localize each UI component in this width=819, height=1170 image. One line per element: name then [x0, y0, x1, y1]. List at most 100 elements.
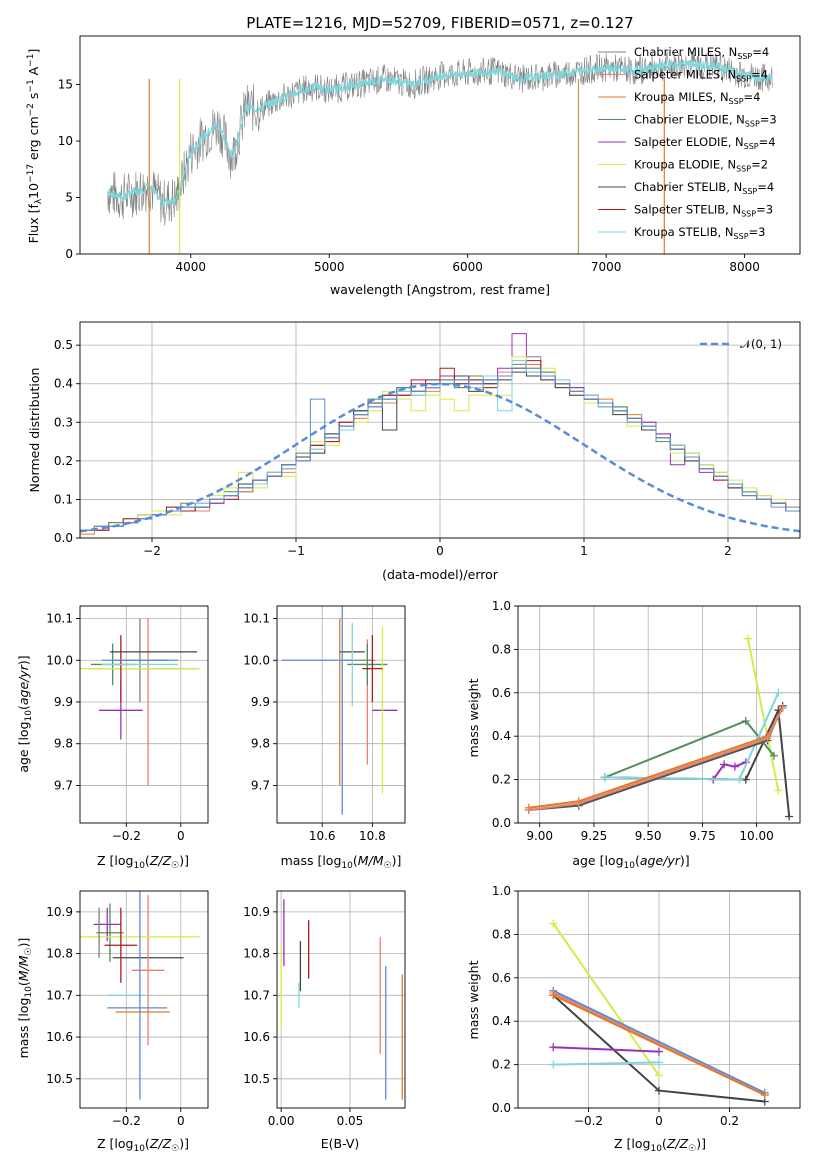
- massweight-age-xlabel: age [log10(age/yr)]: [572, 853, 689, 871]
- mass-Z-ylabel: mass [log10(M/M☉)]: [16, 938, 34, 1059]
- svg-text:age [log10(age/yr)]: age [log10(age/yr)]: [572, 853, 689, 871]
- x-tick-label: 4000: [175, 260, 206, 274]
- weight-marker: [600, 773, 609, 782]
- weight-marker: [763, 734, 772, 743]
- weight-line: [552, 994, 766, 1096]
- spectrum-xlabel: wavelength [Angstrom, rest frame]: [330, 282, 550, 297]
- svg-text:Z [log10(Z/Z☉)]: Z [log10(Z/Z☉)]: [97, 1136, 189, 1154]
- weight-marker: [524, 805, 533, 814]
- panel-massweight-vs-Z: −0.2 0 0.2 0.0 0.2 0.4 0.6 0.8 1.0: [492, 884, 801, 1128]
- svg-text:Flux [fλ10−17 erg cm−2 s−1 A−1: Flux [fλ10−17 erg cm−2 s−1 A−1]: [26, 49, 44, 244]
- residuals-xlabel: (data-model)/error: [382, 567, 499, 582]
- y-tick-label: 10.9: [46, 905, 73, 919]
- weight-marker: [655, 1047, 663, 1056]
- y-tick-label: 1.0: [492, 884, 511, 898]
- legend-item: Salpeter MILES, NSSP=4: [598, 68, 768, 84]
- y-tick-label: 10.8: [243, 947, 270, 961]
- weight-marker: [774, 688, 783, 697]
- weight-marker: [760, 1090, 769, 1099]
- weight-marker: [655, 1086, 663, 1095]
- plot-layer: Chabrier MILES, NSSP=4 Salpeter MILES, NS…: [46, 35, 801, 1128]
- errorbar-point: [93, 907, 121, 942]
- weight-marker: [769, 751, 778, 760]
- panel-massweight-vs-age: 9.00 9.25 9.50 9.75 10.00 0.0 0.2 0.4 0.6 0.8 1.0: [492, 599, 801, 843]
- legend-label: Kroupa MILES, NSSP=4: [634, 90, 760, 106]
- weight-marker: [549, 991, 558, 1000]
- x-tick-label: 10.8: [359, 829, 386, 843]
- normal-curve: [80, 382, 800, 533]
- y-tick-label: 10.5: [46, 1072, 73, 1086]
- y-tick-label: 0.1: [54, 492, 73, 506]
- weight-line: [553, 1061, 660, 1066]
- y-tick-label: 10.7: [243, 988, 270, 1002]
- y-tick-label: 1.0: [492, 599, 511, 613]
- y-tick-label: 10.0: [243, 653, 270, 667]
- y-tick-label: 10.8: [46, 947, 73, 961]
- massweight-Z-xlabel: Z [log10(Z/Z☉)]: [614, 1136, 706, 1154]
- panel-age-vs-Z: −0.2 0 9.7 9.8 9.9 10.0 10.1: [46, 605, 209, 843]
- x-tick-label: −0.2: [112, 1114, 141, 1128]
- y-tick-label: 9.9: [251, 695, 270, 709]
- weight-line: [528, 707, 784, 811]
- x-tick-label: 6000: [452, 260, 483, 274]
- spectrum-ylabel: Flux [fλ10−17 erg cm−2 s−1 A−1]: [26, 49, 44, 244]
- weight-marker: [549, 1060, 558, 1069]
- svg-text:age [log10(age/yr)]: age [log10(age/yr)]: [16, 655, 34, 772]
- errorbar-point: [104, 907, 138, 983]
- y-tick-label: 9.8: [54, 737, 73, 751]
- plot-area-residuals: [80, 333, 800, 538]
- legend-item: Chabrier MILES, NSSP=4: [598, 45, 769, 61]
- x-tick-label: 0: [177, 829, 185, 843]
- y-tick-label: 0.2: [492, 773, 511, 787]
- legend-label: Chabrier ELODIE, NSSP=3: [634, 113, 777, 129]
- spectrum-model-line: [107, 59, 773, 208]
- legend-item: Chabrier ELODIE, NSSP=3: [598, 113, 777, 129]
- y-tick-label: 0.8: [492, 642, 511, 656]
- x-tick-label: 8000: [729, 260, 760, 274]
- y-tick-label: 9.7: [54, 778, 73, 792]
- y-tick-label: 10.5: [243, 1072, 270, 1086]
- y-tick-label: 9.9: [54, 695, 73, 709]
- legend-normal: 𝒩(0, 1): [700, 337, 782, 351]
- errorbar-point: [347, 643, 388, 686]
- x-tick-label: 9.25: [581, 829, 608, 843]
- weight-marker: [735, 775, 744, 784]
- y-tick-label: 10.0: [46, 653, 73, 667]
- legend-label: Salpeter STELIB, NSSP=3: [634, 203, 773, 219]
- y-tick-label: 0.4: [54, 377, 73, 391]
- x-tick-label: −2: [143, 544, 161, 558]
- y-tick-label: 0.2: [492, 1058, 511, 1072]
- errorbar-point: [96, 903, 124, 962]
- x-tick-label: −0.2: [574, 1114, 603, 1128]
- y-tick-label: 5: [65, 191, 73, 205]
- plot-area-massweight-vs-age: [524, 634, 794, 821]
- x-tick-label: 7000: [591, 260, 622, 274]
- weight-marker: [778, 703, 787, 712]
- weight-series: [549, 1043, 663, 1056]
- legend-label: Salpeter MILES, NSSP=4: [634, 68, 768, 84]
- legend-label: Kroupa ELODIE, NSSP=2: [634, 158, 768, 174]
- figure-title: PLATE=1216, MJD=52709, FIBERID=0571, z=0…: [246, 14, 633, 32]
- weight-line: [553, 1046, 660, 1053]
- axes-frame: [79, 605, 209, 824]
- y-tick-label: 10.1: [243, 612, 270, 626]
- y-tick-label: 0.0: [492, 816, 511, 830]
- x-tick-label: 2: [724, 544, 732, 558]
- y-tick-label: 10.6: [46, 1030, 73, 1044]
- residual-histogram: [80, 367, 800, 538]
- weight-line: [746, 638, 780, 791]
- plot-area-massweight-vs-Z: [549, 919, 769, 1106]
- legend-label: Chabrier MILES, NSSP=4: [634, 45, 769, 61]
- axes-frame: [276, 890, 406, 1109]
- y-tick-label: 10.9: [243, 905, 270, 919]
- x-tick-label: 0: [177, 1114, 185, 1128]
- svg-text:mass [log10(M/M☉)]: mass [log10(M/M☉)]: [281, 853, 402, 871]
- weight-marker: [574, 799, 583, 808]
- y-tick-label: 0.0: [54, 531, 73, 545]
- y-tick-label: 10: [58, 134, 73, 148]
- weight-series: [549, 1058, 663, 1069]
- x-tick-label: 9.50: [635, 829, 662, 843]
- plot-area-spectrum: [107, 50, 773, 254]
